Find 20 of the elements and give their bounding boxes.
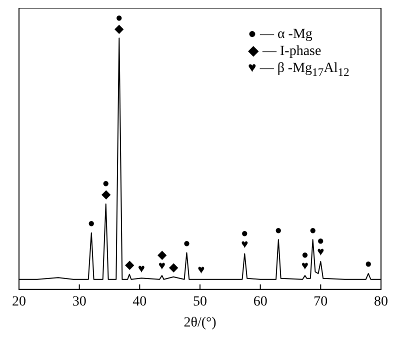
annotation: ◆	[124, 257, 135, 272]
annotation: ♥ — β -Mg$_{17}$Al$_{12}$	[248, 60, 350, 81]
x-tick-label: 20	[12, 294, 26, 310]
annotation: ◆ — I-phase	[248, 43, 322, 60]
x-tick-label: 60	[253, 294, 268, 310]
annotation: ◆	[168, 260, 179, 274]
annotation: ●	[309, 222, 316, 237]
annotation: ♥	[138, 261, 146, 276]
x-tick-label: 40	[132, 294, 147, 310]
annotation: ♥	[198, 262, 205, 277]
annotation: ● — α -Mg	[248, 26, 314, 43]
annotation: ●	[183, 236, 190, 250]
annotation: ●	[364, 256, 372, 271]
x-tick-label: 30	[72, 294, 86, 310]
x-tick-label: 70	[314, 294, 328, 310]
annotation: ●	[88, 216, 96, 230]
x-axis-title: 2θ/(°)	[184, 315, 217, 330]
x-tick-label: 50	[193, 294, 207, 310]
x-tick-label: 80	[374, 294, 388, 310]
annotation: ●	[274, 222, 282, 237]
